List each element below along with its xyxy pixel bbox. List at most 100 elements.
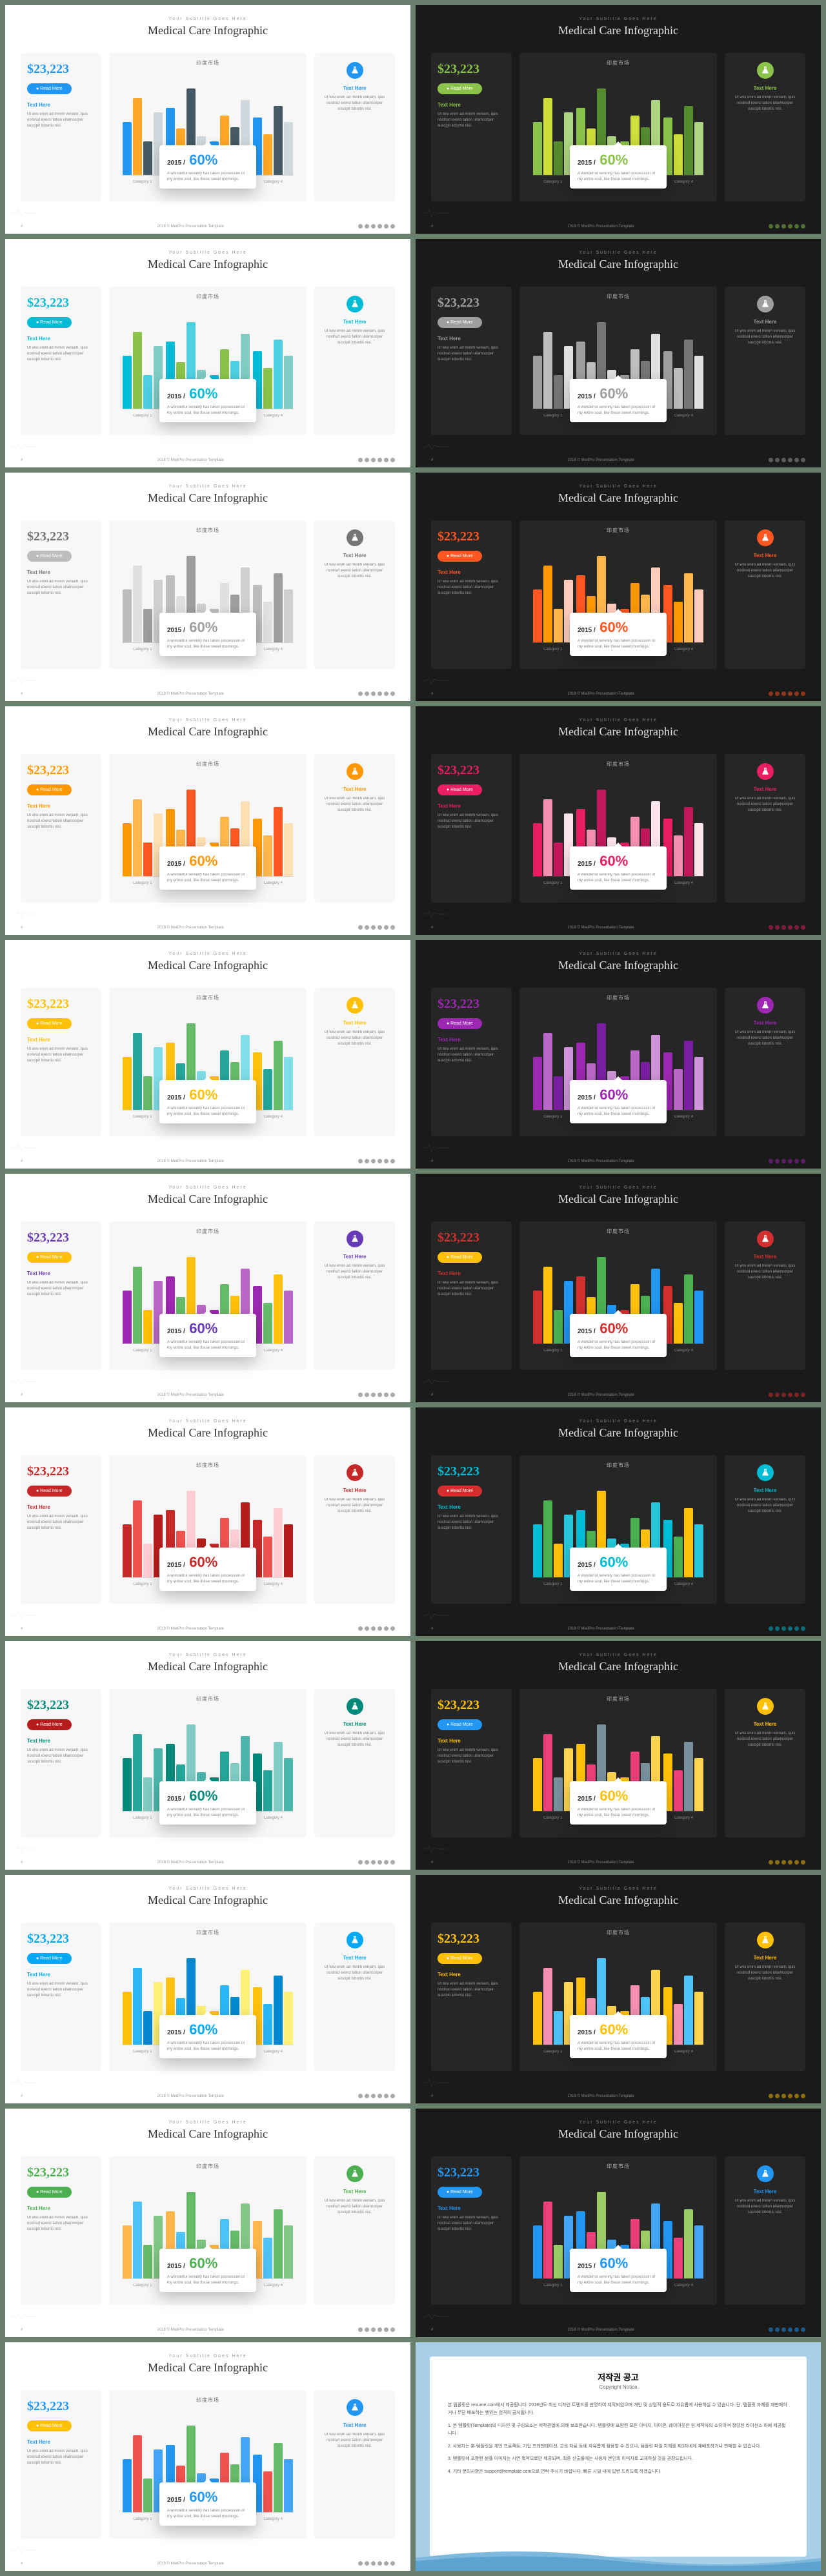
nav-dot[interactable] [781,224,786,229]
nav-dot[interactable] [801,1626,805,1631]
nav-dot[interactable] [781,1393,786,1397]
nav-dot[interactable] [801,458,805,462]
read-more-button[interactable]: ● Read More [27,551,72,562]
nav-dot[interactable] [775,691,780,696]
nav-dot[interactable] [769,1860,773,1865]
nav-dot[interactable] [781,1860,786,1865]
nav-dot[interactable] [378,458,382,462]
read-more-button[interactable]: ● Read More [27,1018,72,1029]
nav-dot[interactable] [384,2561,388,2566]
nav-dot[interactable] [788,2094,792,2098]
nav-dot[interactable] [801,691,805,696]
nav-dot[interactable] [378,224,382,229]
nav-dot[interactable] [358,2327,363,2332]
nav-dot[interactable] [781,925,786,930]
nav-dot[interactable] [794,1626,799,1631]
nav-dot[interactable] [769,2094,773,2098]
nav-dot[interactable] [371,1626,376,1631]
nav-dot[interactable] [358,2561,363,2566]
nav-dot[interactable] [794,1860,799,1865]
nav-dot[interactable] [365,2561,369,2566]
nav-dot[interactable] [781,2094,786,2098]
nav-dot[interactable] [384,1860,388,1865]
nav-dot[interactable] [384,1626,388,1631]
read-more-button[interactable]: ● Read More [27,1252,72,1263]
nav-dot[interactable] [769,691,773,696]
nav-dot[interactable] [384,1393,388,1397]
nav-dot[interactable] [371,925,376,930]
nav-dot[interactable] [775,1626,780,1631]
nav-dot[interactable] [781,1626,786,1631]
nav-dot[interactable] [384,691,388,696]
nav-dot[interactable] [788,458,792,462]
nav-dot[interactable] [371,2094,376,2098]
nav-dot[interactable] [794,925,799,930]
nav-dot[interactable] [390,458,395,462]
nav-dot[interactable] [390,2561,395,2566]
nav-dot[interactable] [365,1159,369,1163]
nav-dot[interactable] [781,691,786,696]
nav-dot[interactable] [775,2094,780,2098]
nav-dot[interactable] [794,2094,799,2098]
read-more-button[interactable]: ● Read More [27,1719,72,1730]
nav-dot[interactable] [371,2327,376,2332]
nav-dot[interactable] [390,1393,395,1397]
nav-dot[interactable] [801,1860,805,1865]
nav-dot[interactable] [365,1626,369,1631]
read-more-button[interactable]: ● Read More [438,2187,482,2198]
nav-dot[interactable] [378,925,382,930]
nav-dot[interactable] [788,925,792,930]
nav-dot[interactable] [358,1159,363,1163]
read-more-button[interactable]: ● Read More [438,551,482,562]
nav-dot[interactable] [358,458,363,462]
read-more-button[interactable]: ● Read More [27,83,72,94]
nav-dot[interactable] [788,1860,792,1865]
nav-dot[interactable] [384,925,388,930]
nav-dot[interactable] [371,224,376,229]
nav-dot[interactable] [801,2327,805,2332]
nav-dot[interactable] [365,2327,369,2332]
nav-dot[interactable] [775,925,780,930]
nav-dot[interactable] [801,1159,805,1163]
nav-dot[interactable] [384,224,388,229]
nav-dot[interactable] [769,1393,773,1397]
nav-dot[interactable] [358,224,363,229]
nav-dot[interactable] [794,2327,799,2332]
nav-dot[interactable] [365,2094,369,2098]
nav-dot[interactable] [390,691,395,696]
nav-dot[interactable] [788,691,792,696]
nav-dot[interactable] [371,691,376,696]
nav-dot[interactable] [788,2327,792,2332]
read-more-button[interactable]: ● Read More [438,1486,482,1497]
nav-dot[interactable] [781,1159,786,1163]
nav-dot[interactable] [378,1159,382,1163]
nav-dot[interactable] [371,1393,376,1397]
nav-dot[interactable] [365,224,369,229]
read-more-button[interactable]: ● Read More [27,1486,72,1497]
nav-dot[interactable] [378,2094,382,2098]
nav-dot[interactable] [378,1626,382,1631]
nav-dot[interactable] [801,224,805,229]
nav-dot[interactable] [788,224,792,229]
read-more-button[interactable]: ● Read More [27,2187,72,2198]
nav-dot[interactable] [769,925,773,930]
nav-dot[interactable] [378,1860,382,1865]
nav-dot[interactable] [390,224,395,229]
nav-dot[interactable] [801,925,805,930]
nav-dot[interactable] [390,2094,395,2098]
nav-dot[interactable] [384,2327,388,2332]
nav-dot[interactable] [358,2094,363,2098]
nav-dot[interactable] [794,691,799,696]
nav-dot[interactable] [769,458,773,462]
nav-dot[interactable] [378,2561,382,2566]
read-more-button[interactable]: ● Read More [27,317,72,328]
nav-dot[interactable] [769,1159,773,1163]
nav-dot[interactable] [371,1159,376,1163]
nav-dot[interactable] [384,2094,388,2098]
nav-dot[interactable] [384,458,388,462]
nav-dot[interactable] [378,691,382,696]
nav-dot[interactable] [390,1159,395,1163]
read-more-button[interactable]: ● Read More [438,1252,482,1263]
nav-dot[interactable] [788,1626,792,1631]
nav-dot[interactable] [371,1860,376,1865]
